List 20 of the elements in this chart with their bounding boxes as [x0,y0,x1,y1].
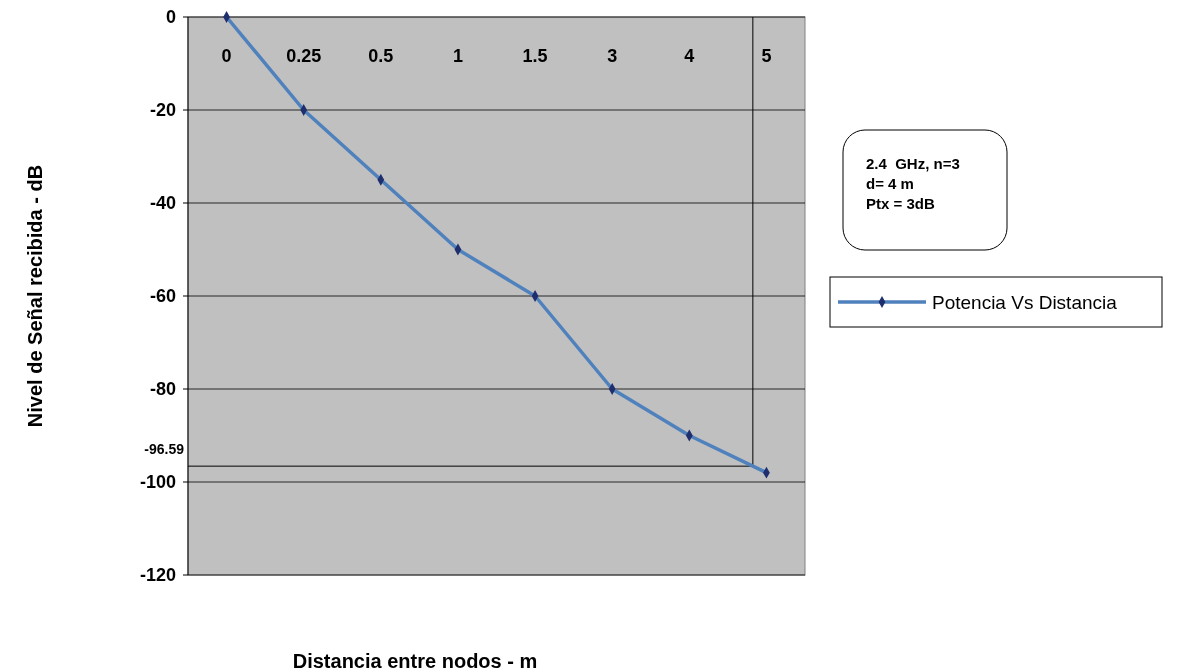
x-tick-label: 0 [221,46,232,66]
y-axis-title: Nivel de Señal recibida - dB [24,164,46,428]
legend-label: Potencia Vs Distancia [932,291,1118,313]
y-tick-label: -20 [149,100,176,121]
y-tick-label: 0 [165,7,176,28]
x-tick-label: 1 [452,46,463,66]
x-tick-label: 4 [684,46,695,66]
ref-line-label: -96.59 [144,441,185,458]
x-tick-label: 3 [607,46,618,66]
x-tick-label: 0.5 [368,46,394,66]
x-axis-title: Distancia entre nodos - m [292,650,538,672]
y-tick-label: -40 [149,193,176,214]
text: 2.4 GHz, n=3 d= 4 m Ptx = 3dB [866,155,960,212]
y-tick-label: -100 [139,472,176,493]
y-tick-label: -120 [139,565,176,586]
x-tick-label: 5 [761,46,772,66]
y-tick-label: -80 [149,379,176,400]
y-tick-label: -60 [149,286,176,307]
x-tick-label: 1.5 [522,46,548,66]
x-tick-label: 0.25 [286,46,322,66]
